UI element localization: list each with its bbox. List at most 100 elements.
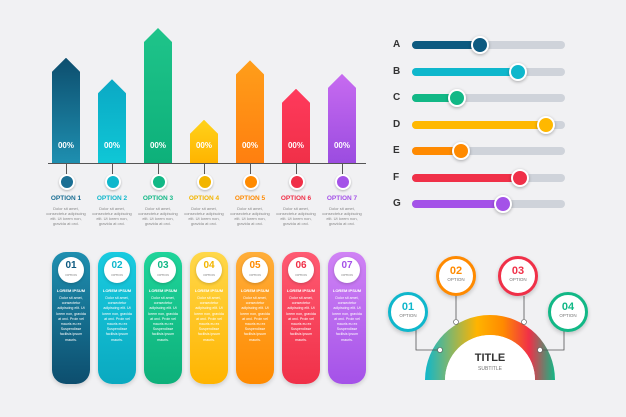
- pill-number: 07: [341, 260, 353, 271]
- bar-value-label: 00%: [103, 141, 120, 150]
- connector-01: [415, 328, 440, 351]
- option-dot-5: [243, 174, 259, 190]
- slider-letter-d: D: [393, 118, 401, 130]
- pill-number-badge: 04 OPTION: [196, 257, 222, 283]
- arc-diagram: TITLE SUBTITLE 01 OPTION 02 OPTION 03 OPTION 0…: [380, 250, 600, 390]
- pill-option: OPTION: [111, 273, 123, 277]
- option-label-5: OPTION 5: [234, 195, 266, 202]
- option-dot-6: [289, 174, 305, 190]
- slider-letter-g: G: [393, 198, 401, 209]
- slider-track-c[interactable]: [412, 94, 565, 102]
- bar-option-6: [282, 88, 310, 163]
- pill-text: Dolor sit amet, consectetur adipiscing e…: [286, 296, 316, 342]
- bar-value-label: 00%: [57, 141, 74, 150]
- option-dot-3: [151, 174, 167, 190]
- bar-option-3: [144, 28, 172, 163]
- slider-fill-c: [412, 94, 455, 102]
- pill-number: 02: [111, 260, 123, 271]
- arc-option-number: 01: [401, 301, 415, 313]
- pill-text: Dolor sit amet, consectetur adipiscing e…: [194, 296, 224, 342]
- bar-option-1: [52, 57, 80, 163]
- slider-fill-b: [412, 67, 517, 76]
- slider-fill-f: [412, 173, 518, 182]
- pill-number-badge: 05 OPTION: [242, 257, 268, 283]
- slider-letter-e: E: [393, 145, 400, 156]
- pill-number: 03: [157, 260, 169, 271]
- slider-handle-d[interactable]: [536, 115, 555, 134]
- option-description-2: Dolor sit amet, consectetur adipiscing e…: [92, 206, 132, 226]
- bar-value-label: 00%: [241, 141, 258, 150]
- slider-fill-e: [412, 147, 460, 155]
- pill-number-badge: 02 OPTION: [104, 257, 130, 283]
- option-dot-4: [197, 174, 213, 190]
- pill-option: OPTION: [341, 273, 353, 277]
- option-description-3: Dolor sit amet, consectetur adipiscing e…: [138, 206, 178, 226]
- option-label-3: OPTION 3: [142, 195, 174, 202]
- option-dot-2: [105, 174, 121, 190]
- arc-title: TITLE: [474, 352, 506, 364]
- pill-number-badge: 07 OPTION: [334, 257, 360, 283]
- option-label-4: OPTION 4: [188, 195, 220, 202]
- option-label-7: OPTION 7: [326, 195, 358, 202]
- pill-title: LOREM IPSUM: [148, 288, 178, 293]
- slider-fill-a: [412, 41, 478, 49]
- slider-handle-e[interactable]: [452, 142, 471, 160]
- pill-title: LOREM IPSUM: [332, 288, 362, 293]
- bar-option-7: [328, 73, 356, 163]
- arc-option-01: 01 OPTION: [388, 292, 428, 332]
- pill-number: 04: [203, 260, 215, 271]
- arc-option-label: OPTION: [399, 313, 417, 318]
- slider-track-e[interactable]: [412, 147, 565, 155]
- arc-option-03: 03 OPTION: [498, 256, 538, 296]
- bar-option-2: [98, 79, 126, 163]
- bar-stem: [112, 163, 113, 175]
- slider-letter-f: F: [393, 171, 400, 183]
- arc-option-02: 02 OPTION: [436, 256, 476, 296]
- option-pills: 01 OPTION LOREM IPSUM Dolor sit amet, conse…: [40, 250, 370, 390]
- slider-handle-a[interactable]: [470, 36, 489, 54]
- bar-value-label: 00%: [195, 141, 212, 150]
- arc-band: [425, 315, 555, 380]
- slider-handle-c[interactable]: [447, 89, 466, 107]
- bar-stem: [296, 163, 297, 175]
- arc-option-label: OPTION: [447, 277, 465, 282]
- pill-option: OPTION: [249, 273, 261, 277]
- bar-stem: [158, 163, 159, 175]
- pill-number-badge: 06 OPTION: [288, 257, 314, 283]
- option-label-1: OPTION 1: [50, 195, 82, 202]
- pill-title: LOREM IPSUM: [102, 288, 132, 293]
- slider-list: A B C D E F G: [385, 30, 585, 220]
- arc-shape: [415, 296, 565, 380]
- connector-dot-03: [521, 319, 527, 325]
- bar-stem: [204, 163, 205, 175]
- arc-inner: [445, 335, 535, 380]
- slider-letter-c: C: [393, 92, 401, 103]
- option-description-7: Dolor sit amet, consectetur adipiscing e…: [322, 206, 362, 226]
- slider-handle-f[interactable]: [510, 168, 529, 187]
- bar-stem: [250, 163, 251, 175]
- slider-handle-g[interactable]: [493, 195, 512, 213]
- arc-subtitle: SUBTITLE: [478, 366, 502, 372]
- slider-handle-b[interactable]: [509, 62, 528, 81]
- arc-option-number: 02: [449, 265, 463, 277]
- pill-text: Dolor sit amet, consectetur adipiscing e…: [56, 296, 86, 342]
- bar-baseline: [48, 163, 366, 164]
- connector-dot-01: [437, 347, 443, 353]
- connector-04: [540, 328, 565, 351]
- pill-number: 01: [65, 260, 77, 271]
- slider-letter-a: A: [393, 39, 401, 50]
- pill-option: OPTION: [157, 273, 169, 277]
- pill-title: LOREM IPSUM: [194, 288, 224, 293]
- bar-option-5: [236, 60, 264, 163]
- bar-value-label: 00%: [287, 141, 304, 150]
- arc-option-number: 04: [561, 301, 575, 313]
- pill-title: LOREM IPSUM: [56, 288, 86, 293]
- pill-text: Dolor sit amet, consectetur adipiscing e…: [240, 296, 270, 342]
- slider-fill-d: [412, 120, 544, 129]
- pill-title: LOREM IPSUM: [240, 288, 270, 293]
- arc-option-number: 03: [511, 265, 525, 277]
- option-label-6: OPTION 6: [280, 195, 312, 202]
- option-description-6: Dolor sit amet, consectetur adipiscing e…: [276, 206, 316, 226]
- arc-option-label: OPTION: [509, 277, 527, 282]
- pill-option: OPTION: [65, 273, 77, 277]
